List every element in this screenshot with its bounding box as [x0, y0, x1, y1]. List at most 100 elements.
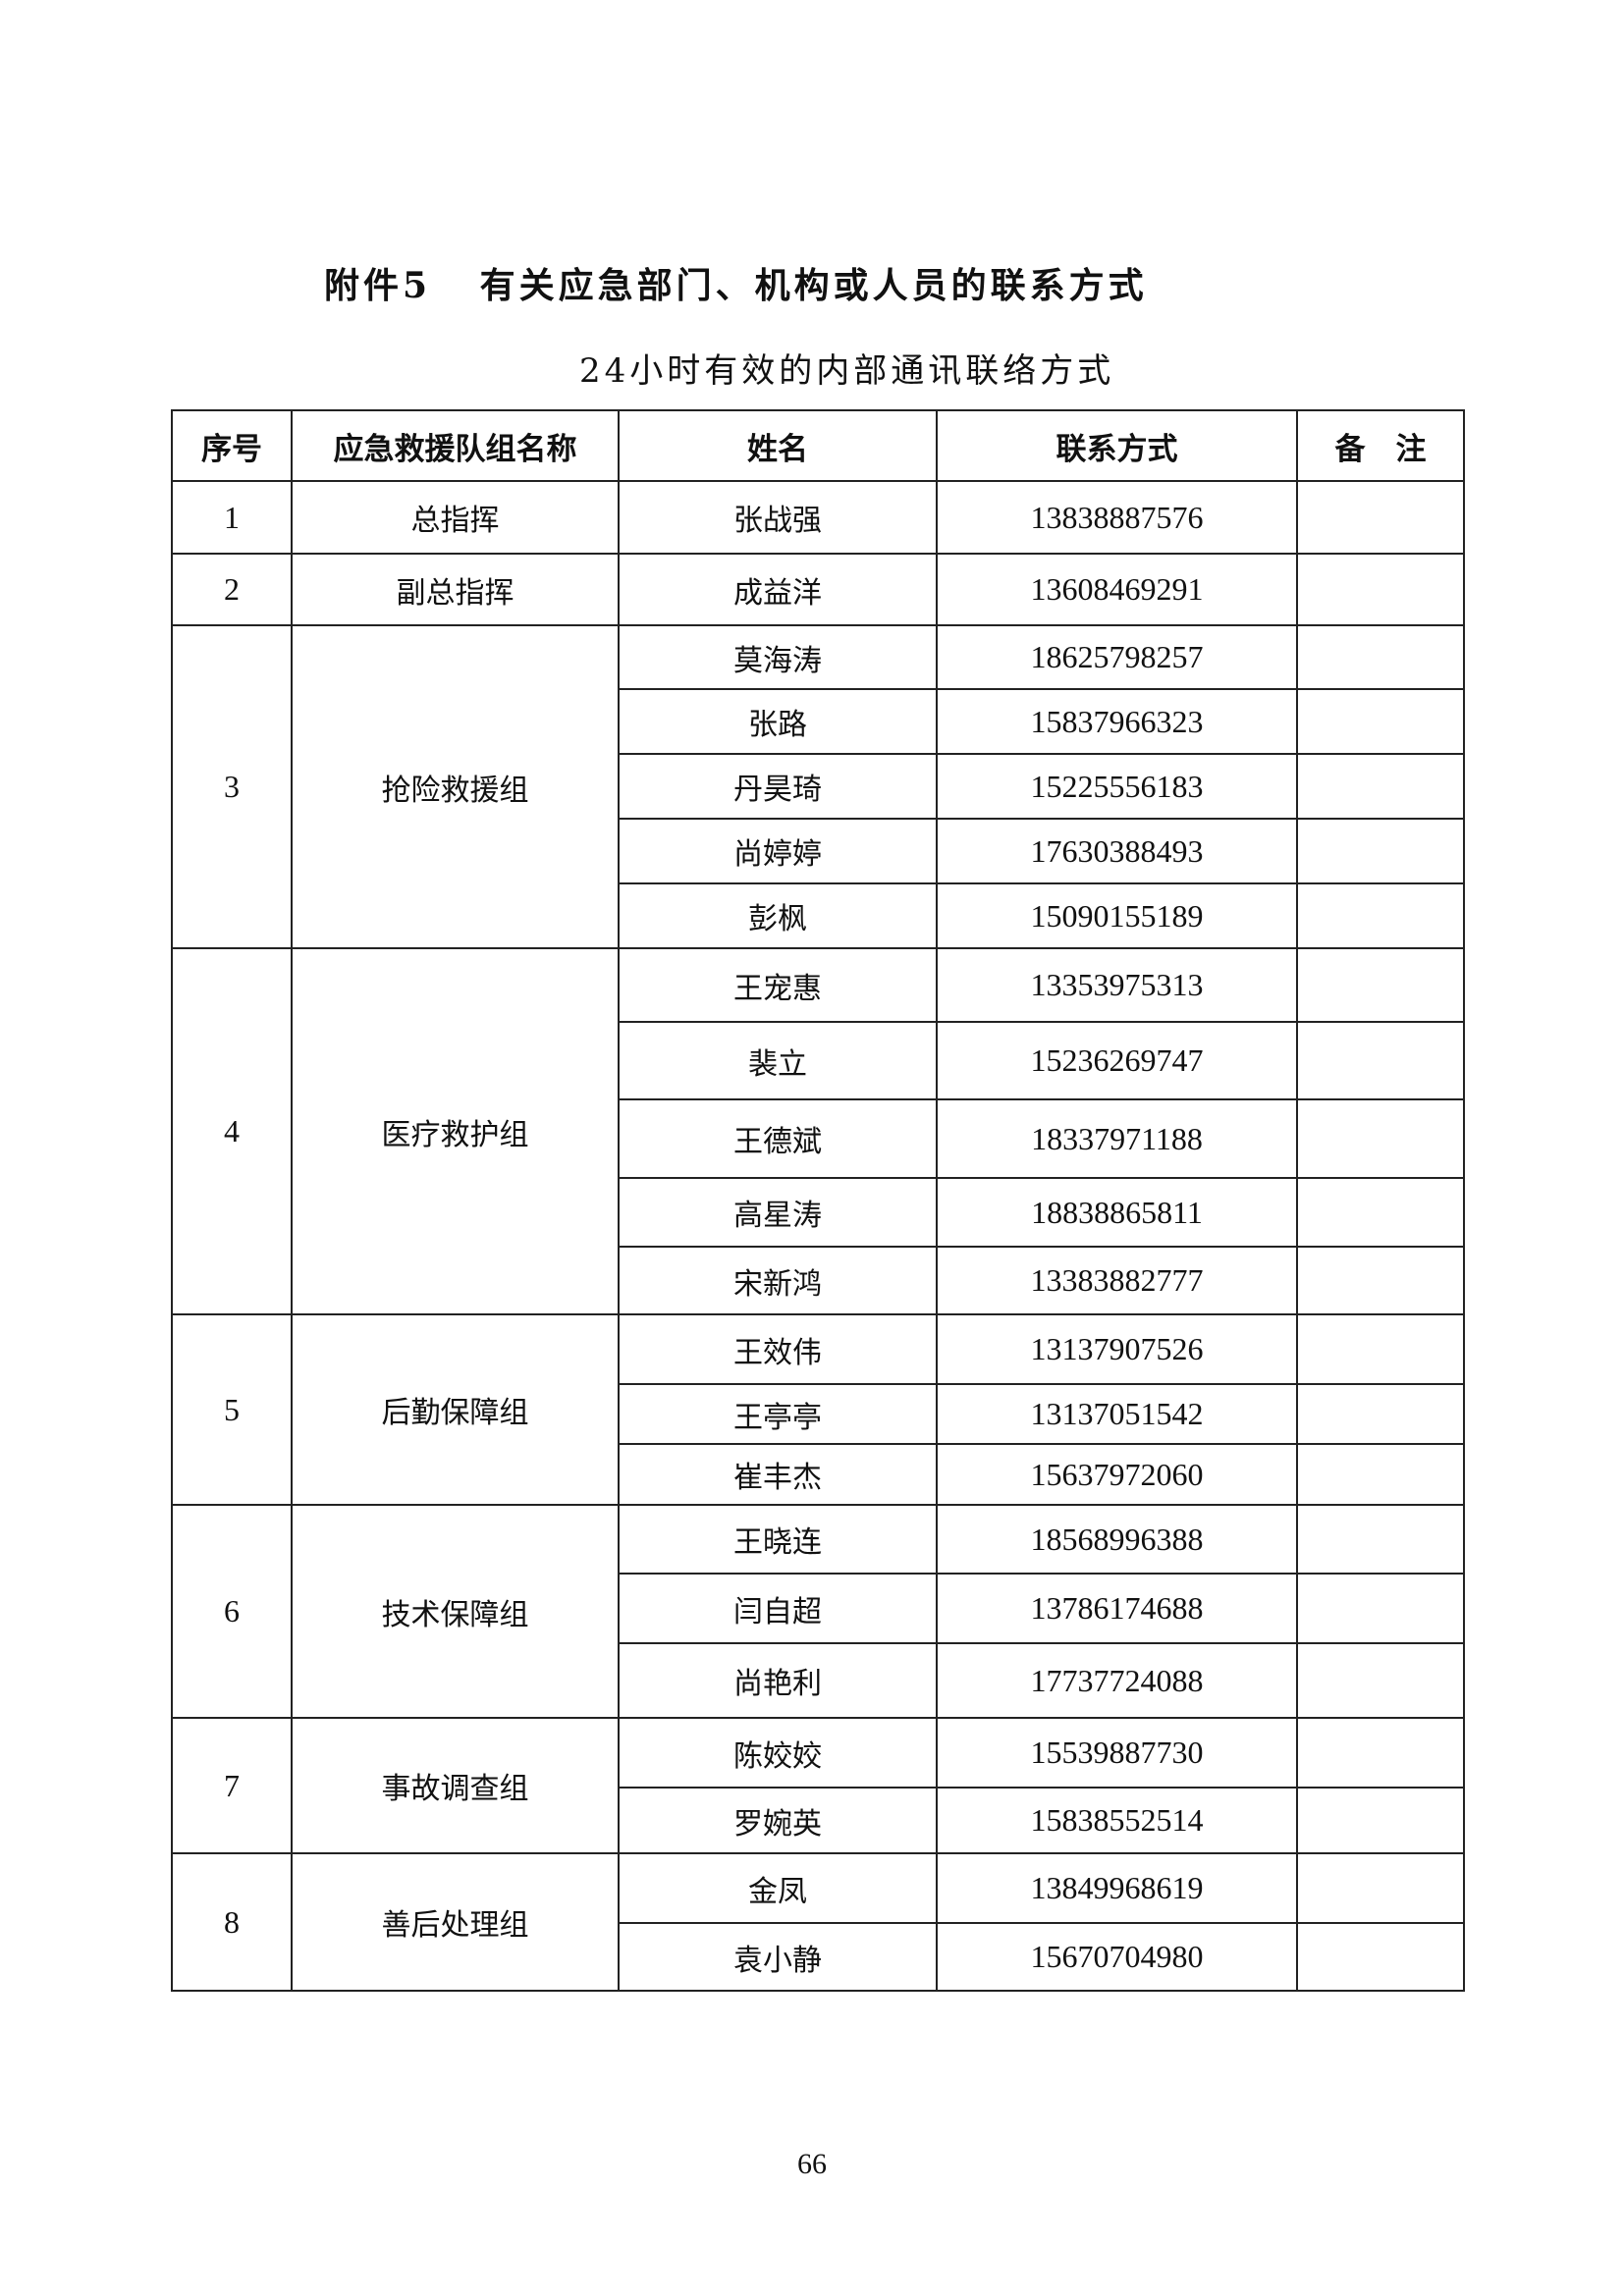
- table-row: 尚婷婷 17630388493: [172, 818, 1465, 884]
- seq-cell: 6: [171, 1504, 293, 1719]
- person-name-cell: 裴立: [618, 1021, 938, 1100]
- table-row: 裴立 15236269747: [172, 1021, 1465, 1100]
- note-cell: [1296, 818, 1465, 884]
- person-name-cell: 王宠惠: [618, 947, 938, 1023]
- table-row: 2 副总指挥 成益洋 13608469291: [171, 553, 1465, 626]
- note-cell: [1296, 1852, 1465, 1924]
- table-row: 丹昊琦 15225556183: [172, 753, 1465, 820]
- note-cell: [1296, 553, 1465, 626]
- table-row: 1 总指挥 张战强 13838887576: [171, 480, 1465, 555]
- phone-cell: 13786174688: [936, 1573, 1298, 1644]
- seq-cell: 3: [171, 624, 293, 949]
- header-note: 备 注: [1296, 409, 1465, 482]
- phone-cell: 15539887730: [936, 1717, 1298, 1789]
- person-name-cell: 金凤: [618, 1852, 938, 1924]
- contact-table: 序号 应急救援队组名称 姓名 联系方式 备 注 1 总指挥 张战强 138388875…: [171, 409, 1465, 1992]
- table-row: 7 事故调查组 陈姣姣 15539887730: [171, 1717, 1465, 1854]
- phone-cell: 15090155189: [936, 882, 1298, 949]
- header-person-name: 姓名: [618, 409, 938, 482]
- person-name-cell: 高星涛: [618, 1177, 938, 1248]
- note-cell: [1296, 1246, 1465, 1315]
- note-cell: [1296, 882, 1465, 949]
- person-name-cell: 王晓连: [618, 1504, 938, 1575]
- team-name-cell: 技术保障组: [291, 1504, 620, 1719]
- phone-cell: 18625798257: [936, 624, 1298, 690]
- person-name-cell: 陈姣姣: [618, 1717, 938, 1789]
- person-name-cell: 宋新鸿: [618, 1246, 938, 1315]
- note-cell: [1296, 624, 1465, 690]
- note-cell: [1296, 1573, 1465, 1644]
- phone-cell: 17737724088: [936, 1642, 1298, 1719]
- phone-cell: 15225556183: [936, 753, 1298, 820]
- table-row: 崔丰杰 15637972060: [172, 1443, 1465, 1506]
- table-row: 6 技术保障组 王晓连 18568996388: [171, 1504, 1465, 1719]
- document-title: 附件5 有关应急部门、机构或人员的联系方式: [324, 265, 1148, 306]
- person-name-cell: 闫自超: [618, 1573, 938, 1644]
- person-name-cell: 尚艳利: [618, 1642, 938, 1719]
- team-name-cell: 医疗救护组: [291, 947, 620, 1315]
- person-name-cell: 王效伟: [618, 1313, 938, 1385]
- note-cell: [1296, 1787, 1465, 1854]
- table-row: 尚艳利 17737724088: [172, 1642, 1465, 1719]
- note-cell: [1296, 1383, 1465, 1445]
- note-cell: [1296, 1717, 1465, 1789]
- table-subtitle: 24小时有效的内部通讯联络方式: [579, 351, 1115, 391]
- table-row: 高星涛 18838865811: [172, 1177, 1465, 1248]
- note-cell: [1296, 480, 1465, 555]
- phone-cell: 13849968619: [936, 1852, 1298, 1924]
- table-row: 宋新鸿 13383882777: [172, 1246, 1465, 1315]
- phone-cell: 18337971188: [936, 1098, 1298, 1179]
- table-row: 王德斌 18337971188: [172, 1098, 1465, 1179]
- person-name-cell: 张路: [618, 688, 938, 755]
- note-cell: [1296, 688, 1465, 755]
- phone-cell: 15670704980: [936, 1922, 1298, 1992]
- person-name-cell: 丹昊琦: [618, 753, 938, 820]
- team-name-cell: 总指挥: [291, 480, 620, 555]
- person-name-cell: 尚婷婷: [618, 818, 938, 884]
- phone-cell: 13838887576: [936, 480, 1298, 555]
- note-cell: [1296, 947, 1465, 1023]
- person-name-cell: 罗婉英: [618, 1787, 938, 1854]
- team-name-cell: 副总指挥: [291, 553, 620, 626]
- table-row: 袁小静 15670704980: [172, 1922, 1465, 1992]
- seq-cell: 2: [171, 553, 293, 626]
- phone-cell: 15637972060: [936, 1443, 1298, 1506]
- table-row: 3 抢险救援组 莫海涛 18625798257: [171, 624, 1465, 949]
- phone-cell: 15236269747: [936, 1021, 1298, 1100]
- person-name-cell: 王亭亭: [618, 1383, 938, 1445]
- note-cell: [1296, 1922, 1465, 1992]
- seq-cell: 7: [171, 1717, 293, 1854]
- table-row: 5 后勤保障组 王效伟 13137907526: [171, 1313, 1465, 1506]
- note-cell: [1296, 753, 1465, 820]
- phone-cell: 13608469291: [936, 553, 1298, 626]
- note-cell: [1296, 1313, 1465, 1385]
- header-team-name: 应急救援队组名称: [291, 409, 620, 482]
- seq-cell: 8: [171, 1852, 293, 1992]
- table-row: 张路 15837966323: [172, 688, 1465, 755]
- page-number: 66: [797, 2148, 827, 2180]
- table-row: 罗婉英 15838552514: [172, 1787, 1465, 1854]
- note-cell: [1296, 1098, 1465, 1179]
- note-cell: [1296, 1642, 1465, 1719]
- phone-cell: 18838865811: [936, 1177, 1298, 1248]
- note-cell: [1296, 1021, 1465, 1100]
- phone-cell: 13353975313: [936, 947, 1298, 1023]
- note-cell: [1296, 1443, 1465, 1506]
- table-row: 彭枫 15090155189: [172, 882, 1465, 949]
- phone-cell: 15838552514: [936, 1787, 1298, 1854]
- table-row: 4 医疗救护组 王宠惠 13353975313: [171, 947, 1465, 1315]
- phone-cell: 17630388493: [936, 818, 1298, 884]
- table-row: 闫自超 13786174688: [172, 1573, 1465, 1644]
- header-contact: 联系方式: [936, 409, 1298, 482]
- person-name-cell: 莫海涛: [618, 624, 938, 690]
- team-name-cell: 事故调查组: [291, 1717, 620, 1854]
- table-row: 王亭亭 13137051542: [172, 1383, 1465, 1445]
- team-name-cell: 抢险救援组: [291, 624, 620, 949]
- phone-cell: 13137907526: [936, 1313, 1298, 1385]
- note-cell: [1296, 1504, 1465, 1575]
- person-name-cell: 袁小静: [618, 1922, 938, 1992]
- seq-cell: 4: [171, 947, 293, 1315]
- phone-cell: 13383882777: [936, 1246, 1298, 1315]
- seq-cell: 5: [171, 1313, 293, 1506]
- person-name-cell: 王德斌: [618, 1098, 938, 1179]
